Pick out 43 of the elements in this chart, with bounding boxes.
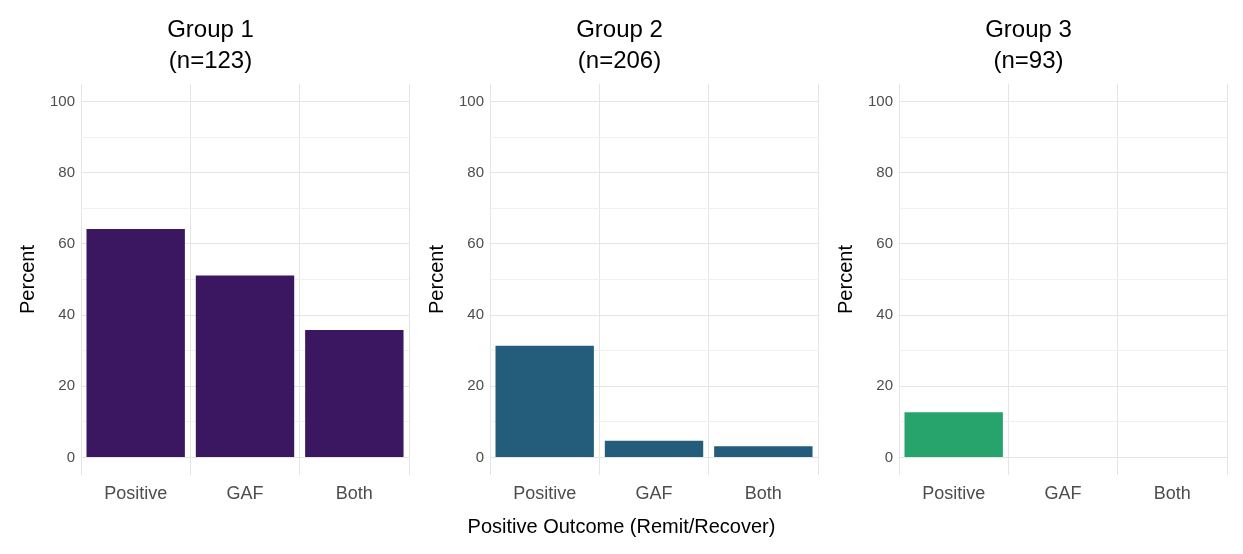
y-tick-label: 40 [467, 305, 485, 323]
y-tick-label: 100 [50, 91, 76, 109]
x-tick-label: Positive [922, 483, 986, 504]
y-axis-title: Percent [424, 244, 447, 314]
x-axis-title: Positive Outcome (Remit/Recover) [467, 515, 776, 538]
x-tick-label: Positive [513, 483, 577, 504]
y-tick-label: 20 [876, 376, 894, 394]
chart-subtitle: (n=93) [993, 45, 1064, 73]
y-tick-label: 40 [58, 305, 76, 323]
y-tick-label: 20 [467, 376, 485, 394]
x-tick-label: GAF [1044, 483, 1082, 504]
y-tick-label: 100 [459, 91, 485, 109]
y-tick-label: 100 [868, 91, 894, 109]
bar [495, 345, 594, 458]
bar [86, 228, 185, 458]
y-tick-label: 0 [66, 447, 76, 465]
bar [604, 440, 704, 458]
y-tick-label: 0 [884, 447, 894, 465]
x-tick-label: Both [1153, 483, 1191, 504]
x-tick-label: GAF [635, 483, 673, 504]
x-tick-label: GAF [226, 483, 264, 504]
y-tick-label: 80 [58, 162, 76, 180]
y-axis-title: Percent [833, 244, 856, 314]
y-tick-label: 60 [467, 234, 485, 252]
bar [714, 446, 813, 458]
y-tick-label: 60 [876, 234, 894, 252]
y-tick-label: 80 [876, 162, 894, 180]
chart-subtitle: (n=123) [168, 45, 253, 73]
y-axis-title: Percent [15, 244, 38, 314]
y-tick-label: 80 [467, 162, 485, 180]
x-tick-label: Both [335, 483, 373, 504]
y-tick-label: 0 [475, 447, 485, 465]
bar [195, 275, 295, 458]
chart-title: Group 3 [985, 15, 1072, 43]
chart-title: Group 1 [167, 15, 254, 43]
y-tick-label: 40 [876, 305, 894, 323]
y-tick-label: 60 [58, 234, 76, 252]
bar [305, 330, 404, 458]
x-tick-label: Positive [104, 483, 168, 504]
chart-subtitle: (n=206) [577, 45, 662, 73]
x-tick-label: Both [744, 483, 782, 504]
chart-title: Group 2 [576, 15, 663, 43]
y-tick-label: 20 [58, 376, 76, 394]
